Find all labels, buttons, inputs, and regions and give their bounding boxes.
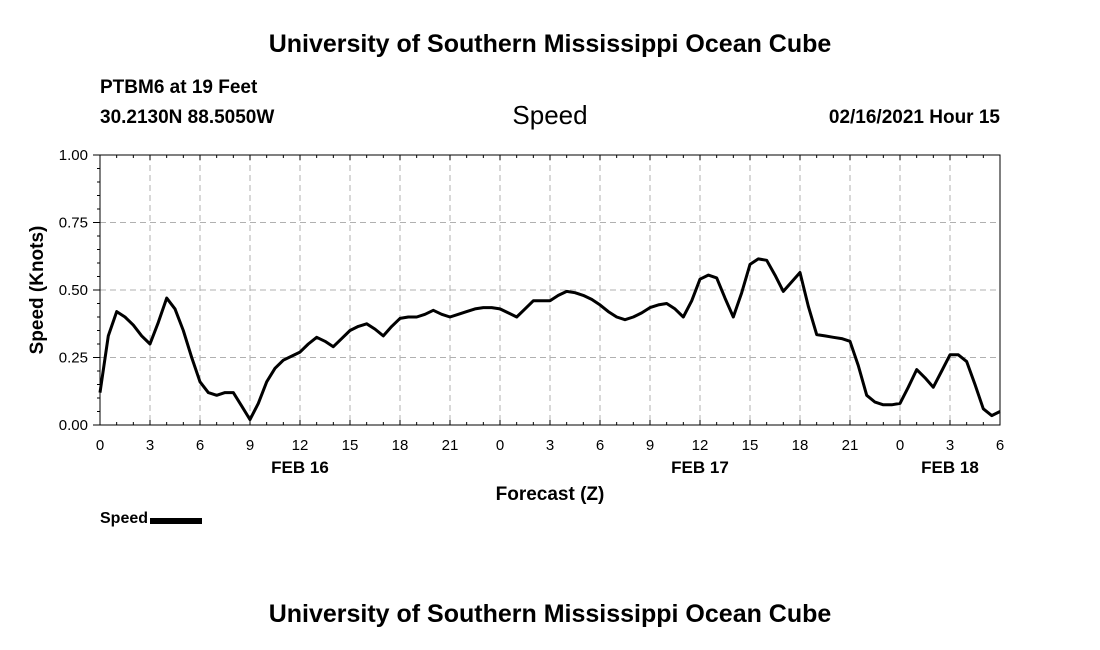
x-tick-label: 21 (842, 437, 859, 454)
y-tick-label: 0.50 (59, 282, 88, 299)
x-tick-label: 0 (96, 437, 104, 454)
x-tick-label: 18 (792, 437, 809, 454)
datetime-label: 02/16/2021 Hour 15 (828, 107, 1000, 128)
date-label: FEB 16 (271, 458, 329, 477)
y-tick-labels: 0.00 0.25 0.50 0.75 1.00 (59, 147, 88, 434)
chart-title: Speed (512, 100, 588, 130)
x-tick-label: 6 (196, 437, 204, 454)
x-tick-label: 3 (146, 437, 154, 454)
date-labels: FEB 16 FEB 17 FEB 18 (271, 458, 979, 477)
x-tick-label: 21 (442, 437, 459, 454)
y-tick-label: 0.00 (59, 417, 88, 434)
x-tick-label: 15 (742, 437, 759, 454)
x-tick-label: 18 (392, 437, 409, 454)
x-tick-label: 0 (496, 437, 504, 454)
date-label: FEB 18 (921, 458, 979, 477)
x-tick-label: 9 (246, 437, 254, 454)
date-label: FEB 17 (671, 458, 729, 477)
x-tick-label: 6 (596, 437, 604, 454)
y-axis-label: Speed (Knots) (27, 226, 48, 355)
x-tick-label: 3 (546, 437, 554, 454)
axis-ticks (93, 154, 1001, 426)
page-title-bottom: University of Southern Mississippi Ocean… (268, 600, 832, 628)
x-tick-label: 6 (996, 437, 1004, 454)
x-tick-label: 3 (946, 437, 954, 454)
x-tick-label: 9 (646, 437, 654, 454)
legend-swatch (150, 517, 203, 524)
x-axis-label: Forecast (Z) (496, 484, 605, 505)
speed-series-line (98, 257, 1001, 422)
y-tick-label: 1.00 (59, 147, 88, 164)
grid-lines (100, 155, 1000, 425)
x-tick-labels: 0 3 6 9 12 15 18 21 0 3 6 9 12 15 18 21 0 3 6 (96, 437, 1004, 454)
station-label: PTBM6 at 19 Feet (100, 77, 258, 98)
coordinates-label: 30.2130N 88.5050W (100, 107, 275, 128)
legend-label: Speed (100, 510, 149, 527)
x-tick-label: 0 (896, 437, 904, 454)
y-tick-label: 0.75 (59, 215, 88, 232)
page-title-top: University of Southern Mississippi Ocean… (268, 30, 832, 58)
x-tick-label: 15 (342, 437, 359, 454)
y-tick-label: 0.25 (59, 350, 88, 367)
x-tick-label: 12 (692, 437, 709, 454)
x-tick-label: 12 (292, 437, 309, 454)
legend: Speed (100, 510, 203, 528)
